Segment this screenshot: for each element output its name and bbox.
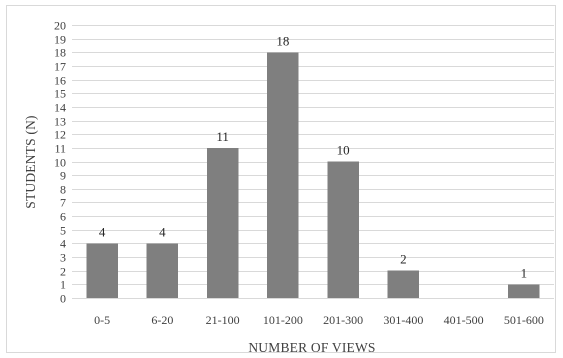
y-axis-title: STUDENTS (N) [23,115,38,209]
bar [207,147,239,298]
bars [86,52,540,298]
y-tick-label: 18 [54,46,66,60]
y-tick-label: 19 [54,33,66,47]
y-tick-label: 8 [60,183,66,197]
y-tick-label: 2 [60,265,66,279]
bar [387,270,419,298]
bar [86,243,118,298]
y-tick-label: 20 [54,19,66,33]
x-tick-label: 101-200 [263,313,303,327]
x-tick-label: 201-300 [323,313,363,327]
y-tick-label: 10 [54,156,66,170]
data-label: 11 [216,129,229,144]
y-tick-label: 15 [54,87,66,101]
data-label: 2 [400,252,407,267]
x-tick-label: 21-100 [206,313,240,327]
y-tick-label: 12 [54,128,66,142]
gridlines [72,25,554,299]
y-tick-label: 16 [54,74,66,88]
x-axis-ticks: 0-5 6-20 21-100 101-200 201-300 301-400 401-50… [94,313,544,327]
data-label: 10 [337,143,350,158]
data-label: 4 [99,224,106,239]
y-tick-label: 9 [60,169,66,183]
x-tick-label: 6-20 [151,313,173,327]
y-tick-label: 17 [54,60,66,74]
x-tick-label: 0-5 [94,313,110,327]
x-axis-title: NUMBER OF VIEWS [248,340,375,355]
y-tick-label: 13 [54,115,66,129]
y-tick-label: 0 [60,292,66,306]
bar [327,161,359,298]
y-tick-label: 11 [54,142,66,156]
y-tick-label: 6 [60,210,66,224]
bar [508,284,540,298]
x-tick-label: 401-500 [444,313,484,327]
bar [146,243,178,298]
y-tick-label: 3 [60,251,66,265]
data-label: 18 [276,33,289,48]
y-tick-label: 14 [54,101,66,115]
y-tick-label: 5 [60,224,66,238]
y-tick-label: 1 [60,278,66,292]
bar [267,52,299,298]
y-tick-label: 7 [60,196,66,210]
x-tick-label: 501-600 [504,313,544,327]
data-label: 4 [159,224,166,239]
x-tick-label: 301-400 [383,313,423,327]
data-label: 1 [521,265,528,280]
data-labels: 4 4 11 18 10 2 1 [99,33,527,280]
y-tick-label: 4 [60,237,66,251]
